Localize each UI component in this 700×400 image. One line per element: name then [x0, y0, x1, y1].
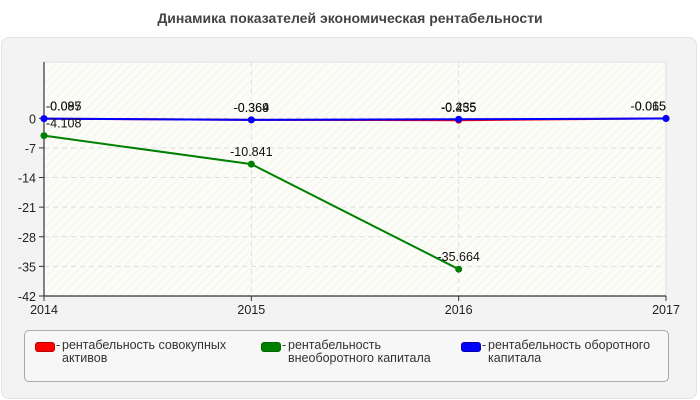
data-point[interactable]	[662, 115, 670, 123]
y-tick-label: -42	[18, 290, 36, 304]
data-point[interactable]	[455, 115, 463, 123]
data-label: -10.841	[230, 145, 272, 159]
y-tick-label: 0	[29, 112, 36, 126]
legend-swatch-green	[261, 342, 281, 352]
data-labels: -0.097 -0.364 -0.455 -0.015 -4.108 -10.841 -35…	[46, 99, 666, 264]
legend-swatch-red	[35, 342, 55, 352]
data-point[interactable]	[247, 160, 255, 168]
data-point[interactable]	[247, 116, 255, 124]
x-tick-label: 2016	[445, 303, 473, 317]
data-label: -0.364	[234, 101, 269, 115]
data-label: -35.664	[437, 250, 479, 264]
legend-label: рентабельность оборотного капитала	[488, 338, 651, 365]
data-point[interactable]	[40, 115, 48, 123]
legend-label: рентабельность внеоборотного капитала	[288, 338, 431, 365]
data-point[interactable]	[40, 132, 48, 140]
chart-title: Динамика показателей экономическая рента…	[157, 10, 543, 26]
data-label: -0.235	[441, 100, 476, 114]
x-tick-label: 2017	[652, 303, 680, 317]
data-label: -0.097	[46, 100, 81, 114]
legend: - рентабельность совокупных активов - ре…	[24, 330, 669, 382]
plot-area	[43, 61, 667, 297]
legend-label: рентабельность совокупных активов	[62, 338, 227, 365]
x-tick-label: 2015	[237, 303, 265, 317]
data-label: -0.085	[46, 100, 81, 114]
y-tick-label: -28	[18, 231, 36, 245]
y-tick-label: -35	[18, 260, 36, 274]
data-label: -0.065	[631, 100, 666, 114]
data-label: -4.108	[46, 117, 81, 131]
data-point[interactable]	[455, 265, 463, 273]
y-tick-label: -14	[18, 172, 36, 186]
data-series	[40, 114, 670, 273]
legend-swatch-blue	[461, 342, 481, 352]
data-label: -0.455	[441, 101, 476, 115]
y-tick-label: -7	[25, 142, 36, 156]
y-tick-label: -21	[18, 201, 36, 215]
series-line	[43, 117, 667, 121]
data-label: -0.015	[631, 99, 666, 113]
gridlines	[44, 62, 667, 296]
data-label: -0.369	[234, 101, 269, 115]
x-tick-label: 2014	[30, 303, 58, 317]
